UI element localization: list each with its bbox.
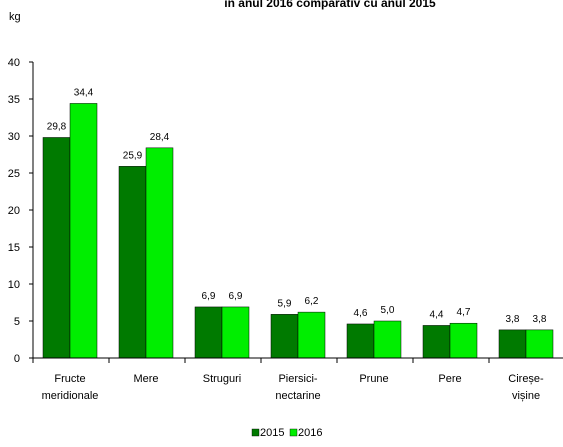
x-tick-label: Mere xyxy=(133,373,158,385)
bar-2016-6 xyxy=(525,329,554,359)
data-label: 28,4 xyxy=(150,132,170,143)
bar-2015-2 xyxy=(194,306,223,359)
x-tick-label: Piersici- xyxy=(278,373,317,385)
data-label: 3,8 xyxy=(533,314,547,325)
y-tick-label: 5 xyxy=(14,316,20,328)
legend-label: 2016 xyxy=(298,427,322,439)
x-tick-label: Prune xyxy=(359,373,388,385)
y-tick-label: 15 xyxy=(8,242,20,254)
x-axis: Fructe meridionale Mere Struguri Piersici-ne… xyxy=(32,357,563,402)
data-label: 6,9 xyxy=(229,291,243,302)
y-tick-label: 40 xyxy=(8,57,20,69)
x-tick-label: meridionale xyxy=(42,390,99,402)
bar-2015-3 xyxy=(270,314,299,359)
bar-2015-0 xyxy=(42,137,71,359)
bars: 29,8 34,4 25,9 28,4 6,9 6,9 5,9 6,2 4,6 5,0 4,4 4,7… xyxy=(42,87,554,359)
x-tick-label: nectarine xyxy=(275,390,320,402)
bar-2016-4 xyxy=(373,320,402,359)
y-tick-label: 0 xyxy=(14,353,20,365)
x-tick-label: Fructe xyxy=(54,373,85,385)
data-label: 3,8 xyxy=(506,314,520,325)
x-tick-label: Pere xyxy=(438,373,461,385)
bar-2015-1 xyxy=(118,166,147,359)
bar-2016-1 xyxy=(145,147,174,359)
legend: 2015 2016 xyxy=(251,427,322,439)
data-label: 29,8 xyxy=(47,121,67,132)
y-tick-label: 35 xyxy=(8,94,20,106)
bar-2015-5 xyxy=(422,325,451,359)
data-label: 25,9 xyxy=(123,150,143,161)
bar-2016-2 xyxy=(221,306,250,359)
bar-2016-5 xyxy=(449,322,478,359)
x-tick-label: vișine xyxy=(512,390,540,402)
chart-title: în anul 2016 comparativ cu anul 2015 xyxy=(223,0,436,10)
bar-2015-4 xyxy=(346,323,375,359)
data-label: 34,4 xyxy=(74,87,94,98)
legend-swatch-2016 xyxy=(289,428,298,437)
data-label: 6,2 xyxy=(305,296,319,307)
legend-label: 2015 xyxy=(260,427,284,439)
legend-swatch-2015 xyxy=(251,428,260,437)
data-label: 4,6 xyxy=(354,308,368,319)
bar-2016-3 xyxy=(297,311,326,359)
data-label: 4,7 xyxy=(457,307,471,318)
y-tick-label: 30 xyxy=(8,131,20,143)
y-tick-label: 10 xyxy=(8,279,20,291)
y-tick-label: 25 xyxy=(8,168,20,180)
x-tick-label: Struguri xyxy=(203,373,242,385)
data-label: 5,0 xyxy=(381,305,395,316)
data-label: 6,9 xyxy=(202,291,216,302)
bar-2016-0 xyxy=(69,103,98,359)
x-tick-label: Cireșe- xyxy=(508,373,544,385)
y-axis-unit-label: kg xyxy=(9,11,21,23)
data-label: 5,9 xyxy=(278,298,292,309)
data-label: 4,4 xyxy=(430,309,444,320)
y-tick-label: 20 xyxy=(8,205,20,217)
y-axis: 0 5 10 15 20 25 30 35 40 xyxy=(8,57,34,365)
bar-2015-6 xyxy=(498,329,527,359)
